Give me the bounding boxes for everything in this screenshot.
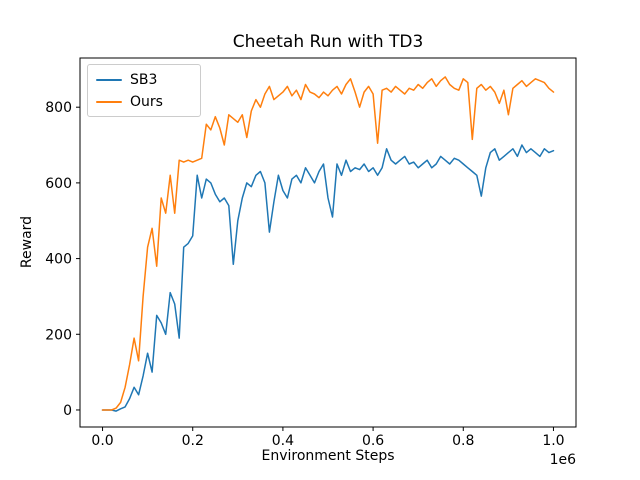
legend: SB3 Ours (87, 64, 201, 117)
legend-item-ours: Ours (96, 92, 191, 111)
x-tick-label: 0.6 (362, 433, 384, 449)
x-tick-label: 0.0 (91, 433, 113, 449)
axes-background (80, 58, 576, 427)
y-tick-label: 0 (63, 403, 72, 419)
chart-title: Cheetah Run with TD3 (232, 32, 424, 52)
legend-line-sb3 (96, 78, 122, 81)
x-tick-label: 0.2 (182, 433, 204, 449)
x-tick-label: 0.4 (272, 433, 294, 449)
legend-label-ours: Ours (130, 93, 163, 110)
series-line-ours (101, 76, 555, 411)
y-tick-label: 800 (45, 100, 72, 116)
x-axis-label: Environment Steps (261, 448, 395, 464)
y-tick-label: 600 (45, 176, 72, 192)
y-axis-label: Reward (19, 215, 35, 269)
series-line-sb3 (101, 144, 555, 412)
legend-label-sb3: SB3 (130, 71, 158, 88)
x-tick-label: 1.0 (542, 433, 564, 449)
legend-item-sb3: SB3 (96, 70, 191, 89)
x-tick-label: 0.8 (452, 433, 474, 449)
x-axis-offset-label: 1e6 (549, 452, 576, 468)
axes-spines (79, 57, 577, 428)
y-tick-label: 400 (45, 252, 72, 268)
legend-line-ours (96, 100, 122, 103)
y-tick-label: 200 (45, 327, 72, 343)
